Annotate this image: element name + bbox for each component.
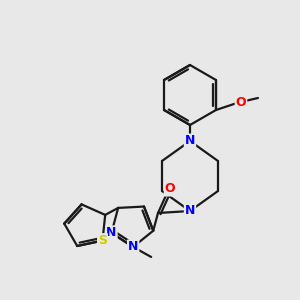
Text: O: O: [236, 95, 246, 109]
Text: N: N: [185, 134, 195, 148]
Text: O: O: [165, 182, 175, 196]
Text: N: N: [185, 205, 195, 218]
Text: S: S: [98, 234, 107, 247]
Text: N: N: [128, 241, 138, 254]
Text: N: N: [106, 226, 117, 239]
